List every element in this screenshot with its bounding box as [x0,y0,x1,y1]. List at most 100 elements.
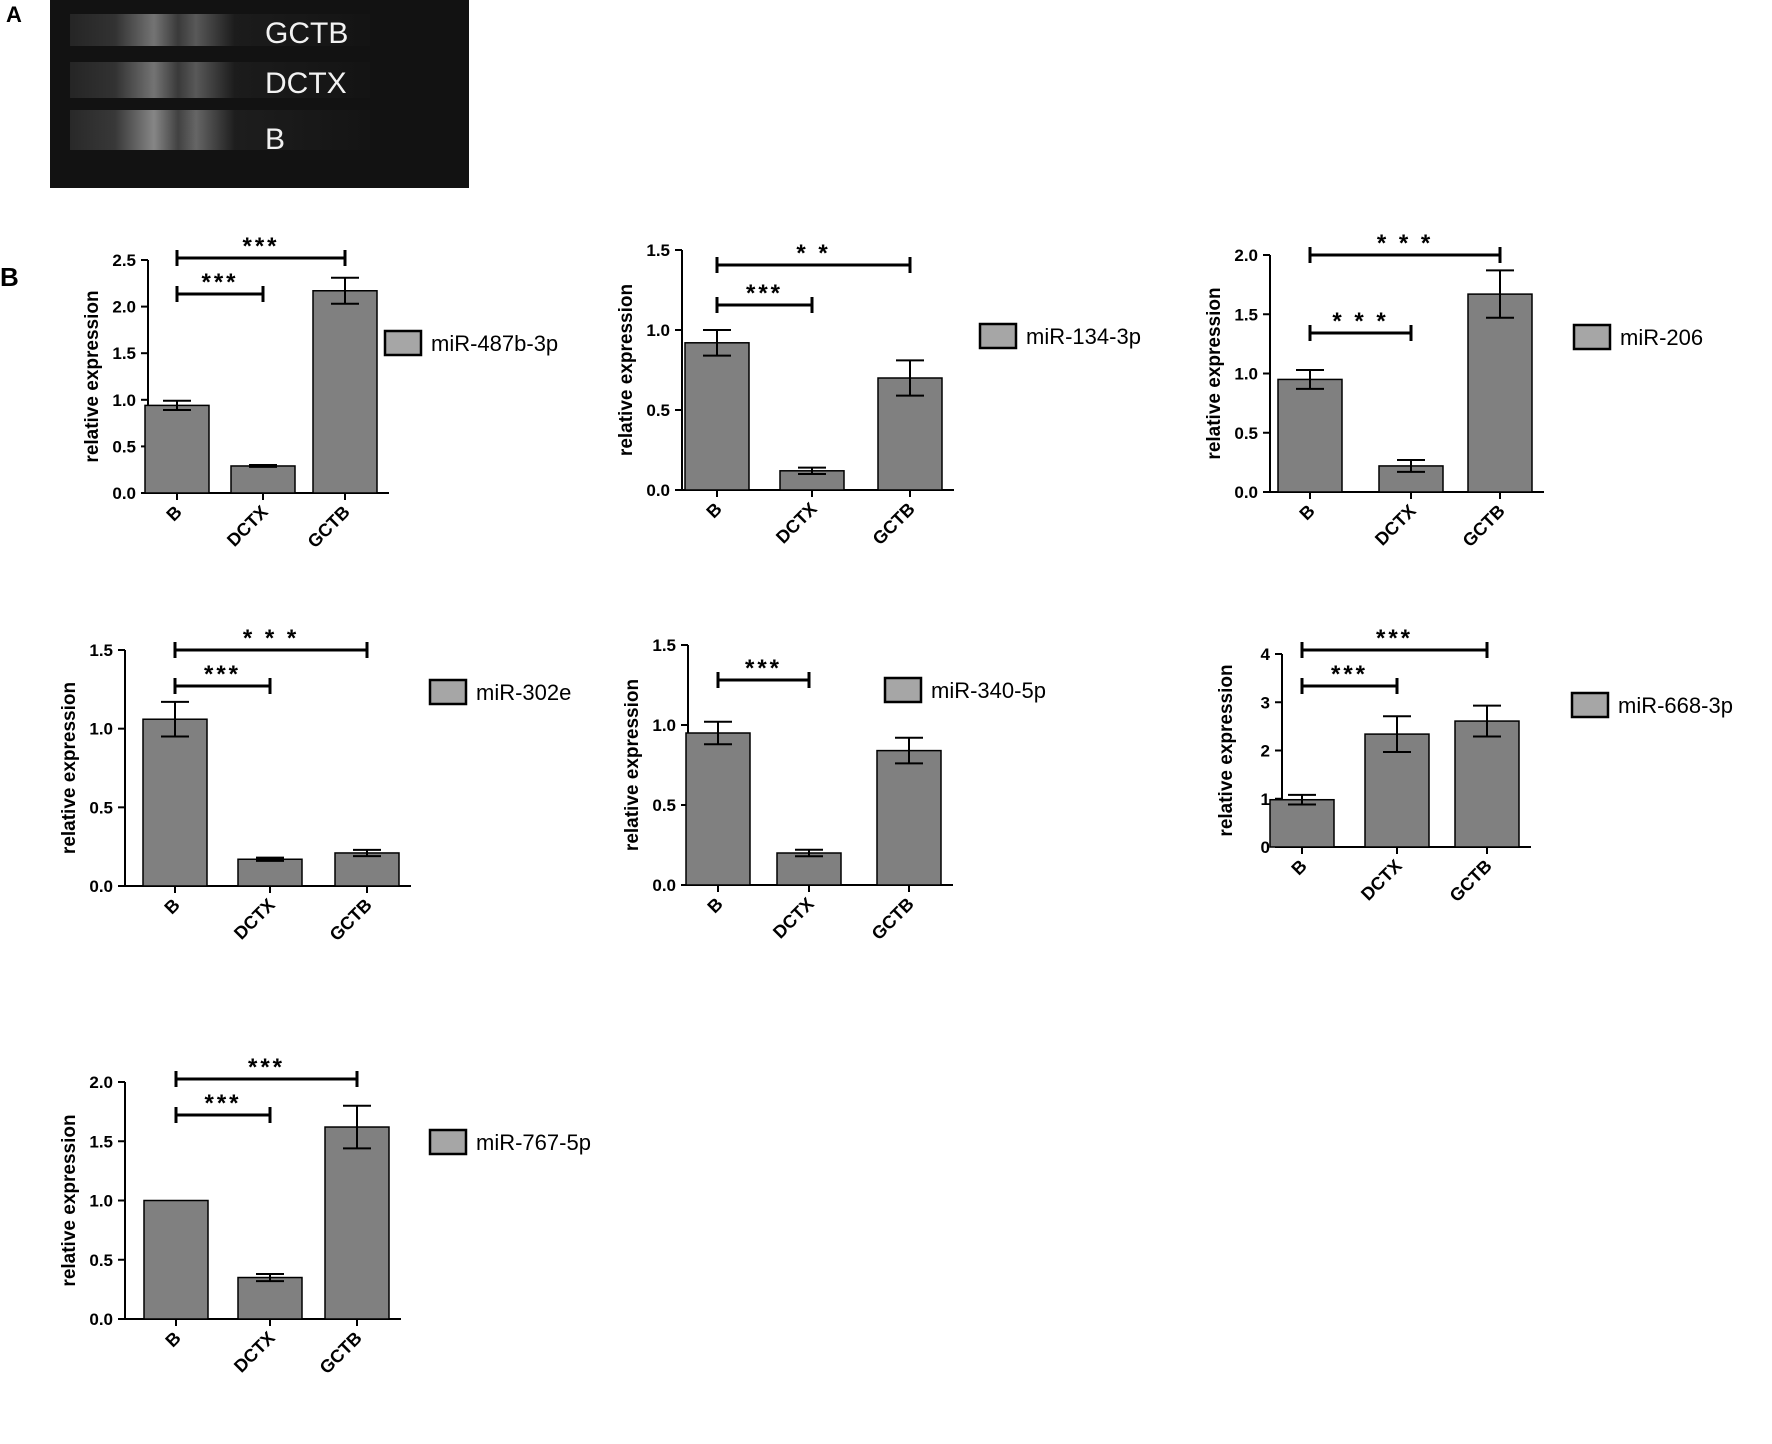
x-tick-label: DCTX [772,499,821,548]
x-tick-label: GCTB [869,499,919,549]
y-tick-label: 2 [1261,742,1270,761]
y-axis-label: relative expression [59,682,80,854]
bar-chart-miR-767-5p: 0.0 0.5 1.0 1.5 2.0 relative expression B DCTX G… [59,1054,591,1378]
gel-lane-gctb: GCTB [50,14,469,54]
bar-B [684,342,750,491]
significance-label: *** [746,280,783,307]
gel-lane-b: B [50,120,469,160]
y-tick-label: 0.0 [646,481,670,500]
legend-swatch [978,322,1018,350]
y-tick-label: 0.5 [89,1251,113,1270]
y-tick-label: 1 [1261,790,1270,809]
y-tick-label: 0.5 [112,437,136,456]
legend-swatch [428,1128,468,1156]
gel-band-b [70,110,370,150]
y-tick-label: 0.0 [112,484,136,503]
significance-label: *** [745,655,782,682]
y-tick-label: 0.0 [89,877,113,896]
legend-label: miR-302e [476,680,571,705]
y-tick-label: 2.0 [89,1073,113,1092]
gel-bands [70,14,370,150]
significance-label: * * * [1377,230,1433,257]
x-tick-label: GCTB [326,895,376,945]
y-tick-label: 0.5 [646,401,670,420]
y-axis-label: relative expression [1216,664,1237,836]
legend-label: miR-767-5p [476,1130,591,1155]
panel-a-label: A [6,2,22,27]
bar-DCTX [237,1276,303,1320]
y-tick-label: 2.0 [112,298,136,317]
x-tick-label: DCTX [1357,856,1406,905]
y-tick-label: 1.0 [1234,365,1258,384]
y-tick-label: 0.5 [1234,424,1258,443]
gel-lane-dctx: DCTX [50,64,469,104]
y-tick-label: 1.0 [89,720,113,739]
y-tick-label: 1.5 [112,344,136,363]
significance-label: *** [201,269,238,296]
x-tick-label: B [161,1328,184,1351]
bar-B [1269,798,1335,848]
bar-GCTB [876,749,942,886]
bar-chart-miR-206: 0.0 0.5 1.0 1.5 2.0 relative expression B DCTX G… [1204,230,1703,551]
bar-chart-miR-487b-3p: 0.0 0.5 1.0 1.5 2.0 2.5 relative expression B DC… [82,233,558,552]
bar-GCTB [324,1126,390,1320]
y-tick-label: 3 [1261,693,1270,712]
y-tick-label: 1.5 [89,641,113,660]
bar-chart-miR-668-3p: 0 1 2 3 4 relative expression B DCTX GCTB *** *** m… [1216,625,1733,906]
significance-label: *** [242,233,279,260]
y-tick-label: 0.5 [652,796,676,815]
significance-label: * * [796,240,830,267]
y-axis-label: relative expression [622,679,643,851]
x-tick-label: GCTB [304,502,354,552]
significance-label: * * * [243,625,299,652]
bar-chart-miR-134-3p: 0.0 0.5 1.0 1.5 relative expression B DCTX GCTB… [616,240,1141,549]
y-tick-label: 1.5 [646,241,670,260]
legend-swatch [383,329,423,357]
legend-swatch [1570,691,1610,719]
bar-GCTB [1467,293,1533,493]
y-tick-label: 2.0 [1234,246,1258,265]
bar-DCTX [237,858,303,887]
bar-chart-miR-302e: 0.0 0.5 1.0 1.5 relative expression B DCTX GCTB… [59,625,571,945]
y-tick-label: 1.0 [652,716,676,735]
gel-lane-label: B [265,123,286,156]
y-tick-label: 1.5 [89,1132,113,1151]
gel-lane-label: DCTX [265,67,347,100]
y-axis-label: relative expression [59,1114,80,1286]
x-tick-label: B [702,499,725,522]
gel-lane-label: GCTB [265,17,349,50]
x-tick-label: DCTX [769,894,818,943]
panel-b-label: B [0,262,19,292]
x-tick-label: DCTX [230,895,279,944]
y-tick-label: 0 [1261,838,1270,857]
x-tick-label: DCTX [1371,501,1420,550]
legend-label: miR-668-3p [1618,693,1733,718]
y-tick-label: 1.0 [646,321,670,340]
bar-B [1277,378,1343,493]
x-tick-label: GCTB [868,894,918,944]
legend-label: miR-487b-3p [431,331,558,356]
x-tick-label: B [1295,501,1318,524]
y-tick-label: 4 [1261,645,1271,664]
y-tick-label: 0.0 [89,1310,113,1329]
significance-label: * * * [1332,308,1388,335]
legend-swatch [1572,323,1612,351]
y-tick-label: 0.5 [89,798,113,817]
significance-label: *** [204,661,241,688]
x-tick-label: B [160,895,183,918]
gel-band-dctx [70,62,370,98]
x-tick-label: DCTX [223,502,272,551]
legend-label: miR-340-5p [931,678,1046,703]
bar-B [143,1199,209,1320]
bar-DCTX [776,852,842,886]
legend-label: miR-134-3p [1026,324,1141,349]
y-tick-label: 2.5 [112,251,136,270]
y-tick-label: 1.0 [89,1192,113,1211]
y-axis-label: relative expression [616,284,637,456]
x-tick-label: B [1287,856,1310,879]
legend-swatch [428,678,468,706]
bar-B [142,718,208,887]
y-tick-label: 0.0 [652,876,676,895]
gel-band-gctb [70,14,370,46]
